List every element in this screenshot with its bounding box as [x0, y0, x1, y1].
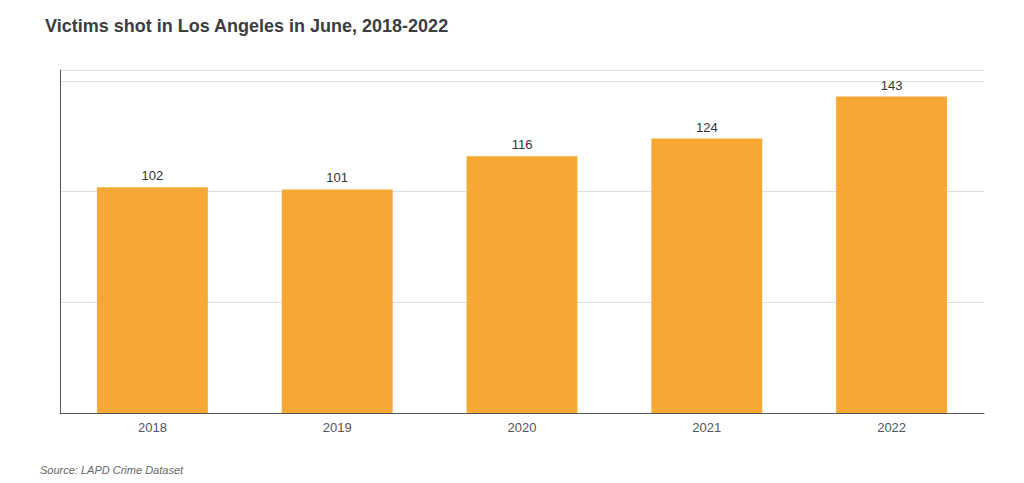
svg-text:2020: 2020 — [508, 420, 537, 435]
svg-text:2018: 2018 — [138, 420, 167, 435]
svg-text:102: 102 — [142, 168, 164, 183]
svg-text:116: 116 — [512, 137, 533, 152]
svg-text:2019: 2019 — [323, 420, 352, 435]
svg-text:Victims shot in Los Angeles in: Victims shot in Los Angeles in June, 201… — [45, 16, 448, 36]
svg-text:143: 143 — [881, 78, 903, 93]
svg-text:2022: 2022 — [877, 420, 906, 435]
svg-text:101: 101 — [326, 170, 348, 185]
svg-text:2021: 2021 — [692, 420, 721, 435]
svg-text:124: 124 — [696, 120, 718, 135]
svg-text:Source: LAPD Crime Dataset: Source: LAPD Crime Dataset — [40, 464, 184, 476]
